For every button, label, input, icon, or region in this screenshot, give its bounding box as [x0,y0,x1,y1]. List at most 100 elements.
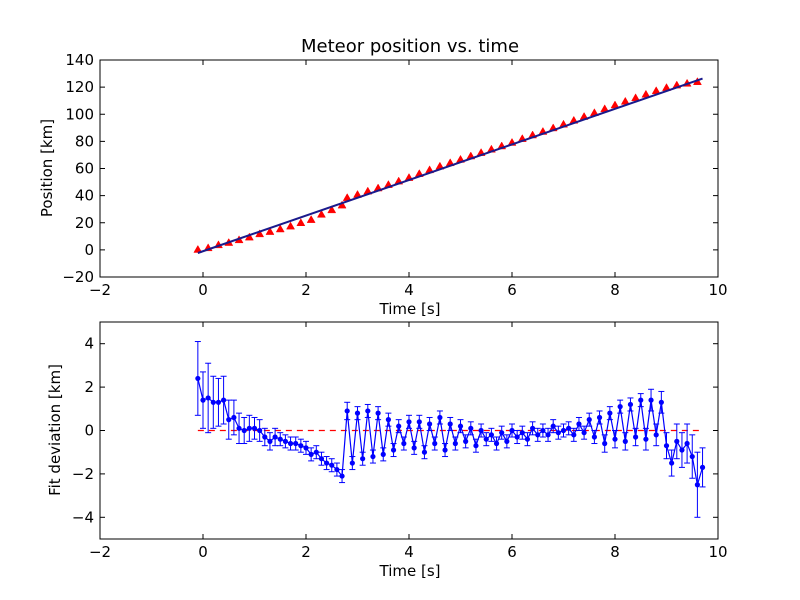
deviation-y-tick-label: −2 [72,465,94,483]
deviation-point [210,399,216,405]
deviation-point [643,436,649,442]
position-y-tick-label: 0 [84,241,94,259]
deviation-point [633,434,639,440]
deviation-point [236,425,242,431]
deviation-point [195,375,201,382]
position-y-tick-label: 40 [75,187,94,205]
position-x-tick-label: −2 [89,281,111,299]
position-y-tick-label: 80 [75,132,94,150]
position-y-tick-label: 100 [65,105,94,123]
position-measurement-point [265,227,275,235]
deviation-point [427,421,433,427]
deviation-point [416,419,422,425]
deviation-point [669,460,675,466]
deviation-point [267,438,273,444]
deviation-point [375,410,381,416]
deviation-point [694,482,701,488]
deviation-point [576,421,582,427]
deviation-point [200,397,206,403]
deviation-plot-area [194,341,706,518]
position-y-tick-label: 20 [75,214,94,232]
deviation-point [699,464,706,470]
deviation-point [493,440,500,447]
deviation-point [663,443,670,449]
deviation-x-tick-label: 0 [198,543,208,561]
deviation-point [519,430,525,436]
deviation-point [349,460,355,466]
position-measurement-point [327,205,337,214]
deviation-point [360,456,366,462]
position-x-tick-label: 4 [404,281,414,299]
deviation-point [452,440,458,447]
deviation-y-tick-label: 0 [84,422,94,440]
deviation-y-axis-label: Fit deviation [km] [46,364,64,496]
deviation-point [282,438,288,444]
deviation-x-tick-label: 10 [708,543,727,561]
position-measurement-point [317,209,326,218]
deviation-point [277,436,283,442]
position-y-tick-label: 120 [65,78,94,96]
position-y-tick-label: −20 [62,268,94,286]
deviation-ticks: −2 0 2 4 6 8 10 −4 −2 0 2 4 [72,322,728,561]
position-measurement-point [275,224,285,233]
position-chart: Meteor position vs. time −2 0 2 4 6 8 10−20020… [38,36,728,318]
deviation-point [298,443,304,449]
deviation-x-tick-label: 6 [507,543,517,561]
deviation-point [504,438,510,444]
chart-title: Meteor position vs. time [301,36,519,57]
deviation-point [545,432,551,438]
deviation-point [287,440,294,447]
position-x-tick-label: 0 [198,281,208,299]
deviation-x-tick-label: −2 [89,543,111,561]
position-x-tick-label: 8 [610,281,620,299]
deviation-point [411,445,417,451]
deviation-point [354,410,361,416]
deviation-point [622,438,628,444]
deviation-point [530,425,536,431]
deviation-point [689,453,695,460]
deviation-point [385,417,391,423]
deviation-point [463,438,469,444]
deviation-point [401,440,407,447]
deviation-point [468,425,474,431]
position-measurement-point [286,221,295,230]
position-plot-area [193,77,703,254]
deviation-point [442,447,448,453]
deviation-point [509,427,515,434]
deviation-point [607,410,613,416]
deviation-point [586,417,592,423]
deviation-y-tick-label: 4 [84,335,94,353]
deviation-point [293,440,299,447]
deviation-point [602,440,608,447]
deviation-point [324,460,330,466]
deviation-point [308,451,314,457]
deviation-point [226,417,232,423]
deviation-point [257,427,263,434]
deviation-point [566,425,572,431]
position-measurement-point [296,218,306,226]
deviation-point [344,408,350,414]
deviation-point [251,425,258,431]
deviation-point [334,466,340,473]
deviation-point [380,451,386,457]
deviation-point [318,456,325,462]
deviation-point [591,434,598,440]
deviation-point [483,436,489,442]
deviation-point [596,414,603,421]
deviation-point [535,432,541,438]
deviation-point [457,423,464,429]
deviation-point [540,427,546,434]
deviation-point [390,447,397,453]
position-x-tick-label: 2 [301,281,311,299]
deviation-point [684,440,690,447]
deviation-x-tick-label: 4 [404,543,414,561]
deviation-point [674,438,680,444]
deviation-point [473,443,479,449]
deviation-point [524,436,531,442]
deviation-point [221,397,227,403]
deviation-point [658,399,664,405]
deviation-point [555,430,561,436]
